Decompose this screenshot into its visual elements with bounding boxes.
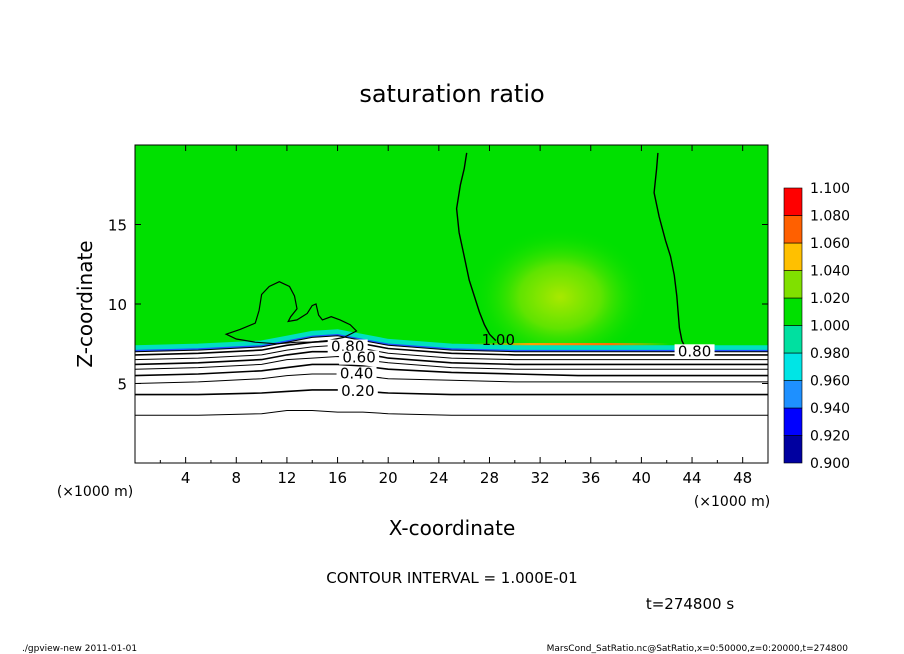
x-tick-label-16: 16: [328, 469, 347, 487]
x-tick-label-28: 28: [480, 469, 499, 487]
x-ticks: 4 8 12 16 20 24 28 32 36 40 44 48: [159, 145, 752, 487]
contour-interval-text: CONTOUR INTERVAL = 1.000E-01: [326, 569, 577, 587]
contour-label-bg-4: [336, 366, 377, 381]
colorbar-label-0.980: 0.980: [810, 346, 850, 362]
colorbar-label-0.920: 0.920: [810, 429, 850, 445]
y-tick-label-15: 15: [108, 217, 127, 235]
supersaturation-region: [470, 220, 650, 360]
footer-right: MarsCond_SatRatio.nc@SatRatio,x=0:50000,…: [547, 644, 849, 654]
subsaturation-edge: [135, 333, 768, 352]
colorbar-cell-3: [783, 352, 803, 381]
contour-0.10: [135, 410, 768, 416]
contour-0.80: [135, 339, 768, 356]
x-tick-label-32: 32: [531, 469, 550, 487]
y-axis-label: Z-coordinate: [73, 240, 97, 367]
colorbar-label-1.060: 1.060: [810, 236, 850, 252]
colorbar-label-0.960: 0.960: [810, 374, 850, 390]
x-tick-label-12: 12: [277, 469, 296, 487]
colorbar-label-1.100: 1.100: [810, 181, 850, 197]
cloud-outline: [224, 281, 358, 345]
colorbar-cell-2: [783, 380, 803, 409]
x-tick-label-24: 24: [429, 469, 448, 487]
unity-contour-1: [455, 152, 497, 342]
colorbar-label-1.080: 1.080: [810, 209, 850, 225]
contour-label-1: 0.80: [678, 342, 711, 360]
x-tick-label-8: 8: [232, 469, 242, 487]
contour-label-bg-2: [327, 339, 368, 354]
plot-area: 1.000.800.800.600.400.20: [135, 145, 768, 463]
x-tick-label-20: 20: [379, 469, 398, 487]
contour-label-bg-5: [337, 384, 378, 399]
x-axis-label: X-coordinate: [389, 516, 516, 540]
colorbar-label-0.900: 0.900: [810, 456, 850, 472]
contour-label-0: 1.00: [482, 331, 515, 349]
colorbar-label-1.000: 1.000: [810, 319, 850, 335]
y-unit-label: (×1000 m): [57, 484, 133, 500]
time-text: t=274800 s: [646, 595, 734, 613]
contour-0.90: [135, 335, 768, 353]
colorbar-label-0.940: 0.940: [810, 401, 850, 417]
x-tick-label-4: 4: [181, 469, 191, 487]
x-tick-label-40: 40: [632, 469, 651, 487]
colorbar-cell-8: [783, 215, 803, 244]
colorbar-cell-5: [783, 297, 803, 326]
x-tick-label-44: 44: [682, 469, 701, 487]
contour-label-3: 0.60: [342, 349, 375, 367]
colorbar-cell-7: [783, 242, 803, 271]
contour-label-bg-3: [339, 350, 380, 365]
y-ticks: 5 10 15: [108, 217, 768, 394]
contour-labels: 1.000.800.800.600.400.20: [327, 331, 715, 400]
unity-contours: [455, 152, 687, 349]
colorbar-label-1.020: 1.020: [810, 291, 850, 307]
colorbar-label-1.040: 1.040: [810, 264, 850, 280]
colorbar-cell-0: [783, 435, 803, 464]
y-tick-label-10: 10: [108, 296, 127, 314]
unity-contour-2: [653, 152, 687, 349]
transition-band: [135, 329, 768, 351]
colorbar-cell-1: [783, 407, 803, 436]
colorbar-cell-9: [783, 187, 803, 216]
chart-title: saturation ratio: [359, 80, 544, 108]
x-tick-label-48: 48: [733, 469, 752, 487]
y-tick-label-5: 5: [117, 376, 127, 394]
contour-label-5: 0.20: [341, 382, 374, 400]
colorbar-cell-4: [783, 325, 803, 354]
colorbar: 0.900 0.920 0.940 0.960 0.980 1.000 1.020 1.040…: [783, 181, 850, 472]
x-unit-label: (×1000 m): [694, 494, 770, 510]
contour-label-4: 0.40: [340, 365, 373, 383]
contour-label-bg-1: [674, 344, 715, 359]
colorbar-cell-6: [783, 270, 803, 299]
x-tick-label-36: 36: [581, 469, 600, 487]
footer-left: ./gpview-new 2011-01-01: [22, 644, 137, 654]
